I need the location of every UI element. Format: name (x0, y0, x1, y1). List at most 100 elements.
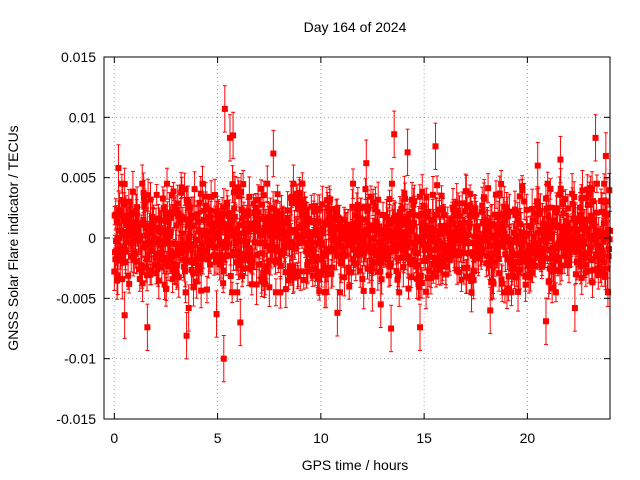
data-point (399, 204, 406, 211)
data-point (425, 208, 432, 215)
data-point (516, 193, 523, 200)
data-point (460, 265, 467, 272)
data-point (138, 269, 145, 276)
data-point (322, 221, 329, 228)
data-point (163, 260, 170, 267)
data-point (535, 202, 542, 209)
data-point (422, 222, 429, 229)
data-point (211, 191, 218, 198)
chart-title: Day 164 of 2024 (304, 19, 407, 35)
data-point (470, 268, 477, 275)
data-point (258, 185, 265, 192)
data-point (291, 245, 298, 252)
data-point (155, 277, 162, 284)
data-point (494, 224, 501, 231)
data-point (227, 273, 234, 280)
data-point (508, 289, 515, 296)
data-point (298, 212, 305, 219)
data-point (479, 202, 486, 209)
data-point (467, 213, 474, 220)
data-point (242, 256, 249, 263)
data-point (112, 256, 119, 263)
data-point (294, 233, 301, 240)
data-point (510, 239, 517, 246)
data-point (302, 239, 309, 246)
data-point (436, 206, 443, 213)
data-point (446, 257, 453, 264)
data-point (186, 234, 193, 241)
data-point (425, 241, 432, 248)
data-point (212, 258, 219, 265)
data-point (461, 234, 468, 241)
data-point (405, 253, 412, 260)
data-point (484, 222, 491, 229)
data-point (136, 275, 143, 282)
data-point (137, 233, 144, 240)
data-point (178, 189, 185, 196)
data-point (208, 193, 215, 200)
data-point (444, 224, 451, 231)
data-point (115, 252, 122, 259)
data-point (369, 227, 376, 234)
data-point (483, 237, 490, 244)
data-point (430, 261, 437, 268)
data-point (218, 239, 225, 246)
data-point (464, 240, 471, 247)
data-point (224, 236, 231, 243)
data-point (354, 201, 361, 208)
data-point (424, 275, 431, 282)
data-point (296, 194, 303, 201)
data-point (130, 255, 137, 262)
data-point (340, 247, 347, 254)
data-point (249, 258, 256, 265)
data-point (318, 256, 325, 263)
data-point (168, 253, 175, 260)
data-point (172, 240, 179, 247)
data-point (537, 237, 544, 244)
data-point (119, 197, 126, 204)
data-point (319, 201, 326, 208)
data-point (219, 210, 226, 217)
data-point (346, 283, 353, 290)
data-point (521, 198, 528, 205)
data-point (428, 274, 435, 281)
data-point (309, 272, 316, 279)
data-point (207, 220, 214, 227)
data-point (365, 204, 372, 211)
data-point (278, 210, 285, 217)
data-point (261, 276, 268, 283)
data-point (328, 206, 335, 213)
data-point (429, 216, 436, 223)
data-point (359, 276, 366, 283)
data-point (375, 247, 382, 254)
data-point (396, 289, 403, 296)
data-point (492, 191, 499, 198)
data-point (121, 180, 128, 187)
data-point (121, 201, 128, 208)
data-point (516, 259, 523, 266)
data-point (277, 262, 284, 269)
data-point (213, 233, 220, 240)
data-point (455, 207, 462, 214)
data-point (230, 249, 237, 256)
data-point (411, 212, 418, 219)
data-point (173, 222, 180, 229)
data-point (435, 238, 442, 245)
data-point (452, 212, 459, 219)
data-point (429, 191, 436, 198)
data-point (526, 274, 533, 281)
data-point (245, 228, 252, 235)
data-point (171, 204, 178, 211)
data-point (304, 258, 311, 265)
data-point (323, 289, 330, 296)
data-point (147, 271, 154, 278)
data-point (234, 289, 241, 296)
data-point (158, 263, 165, 270)
data-point (275, 220, 282, 227)
data-point (466, 220, 473, 227)
data-point (133, 258, 140, 265)
data-point (213, 208, 220, 215)
data-point (118, 212, 125, 219)
data-point (285, 277, 292, 284)
